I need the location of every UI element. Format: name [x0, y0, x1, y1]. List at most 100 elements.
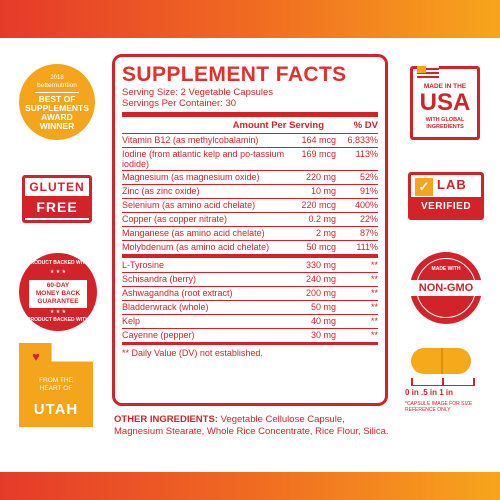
capsule-size-reference: 0 in .5 in 1 in *CAPSULE IMAGE FOR SIZE …	[405, 344, 497, 424]
usa-subtitle: WITH GLOBAL INGREDIENTS	[413, 117, 477, 131]
nutrient-dv: 111%	[356, 242, 378, 252]
ingredient-row: L-Tyrosine 330 mg **	[122, 259, 378, 273]
usa-title: USA	[419, 89, 471, 116]
ingredient-row: Kelp 40 mg **	[122, 315, 378, 329]
header-divider	[122, 133, 378, 134]
usa-line: MADE IN THE	[423, 83, 467, 90]
ingredient-name: L-Tyrosine	[122, 260, 165, 270]
ingredient-name: Ashwagandha (root extract)	[122, 288, 233, 298]
free-label: FREE	[25, 196, 89, 218]
nutrient-name: Magnesium (as magnesium oxide)	[122, 172, 260, 182]
ingredient-amount: 40 mg	[310, 316, 336, 326]
ingredient-amount: 50 mg	[310, 302, 336, 312]
nutrient-dv: 400%	[354, 200, 378, 210]
ingredient-row: Ashwagandha (root extract) 200 mg **	[122, 287, 378, 301]
ingredient-dv: **	[370, 316, 378, 326]
award-divider	[35, 92, 79, 93]
nutrient-row: Manganese (as amino acid chelate) 2 mg 8…	[122, 227, 378, 241]
nutrient-amount: 0.2 mg	[308, 214, 336, 224]
ingredient-amount: 200 mg	[305, 288, 336, 298]
award-year: 2018	[50, 75, 64, 81]
money-back-label: 60-DAY MONEY BACK GUARANTEE	[29, 280, 87, 308]
dv-footnote: ** Daily Value (DV) not established.	[122, 348, 263, 358]
utah-line: HEART OF	[39, 385, 73, 392]
ingredient-name: Cayenne (pepper)	[122, 330, 195, 340]
nutrient-name: Vitamin B12 (as methylcobalamin)	[122, 135, 259, 145]
verified-label: VERIFIED	[411, 197, 481, 217]
nutrient-row: Copper (as copper nitrate) 0.2 mg 22%	[122, 213, 378, 227]
usa-line: WITH GLOBAL	[425, 117, 465, 123]
nutrient-dv: 113%	[355, 149, 378, 159]
gluten-free-badge: GLUTEN FREE	[22, 175, 92, 223]
guarantee-line: MONEY BACK	[35, 290, 81, 297]
nutrient-name: Zinc (as zinc oxide)	[122, 186, 200, 196]
award-line: BEST OF	[38, 94, 76, 104]
flag-icon	[417, 66, 439, 78]
utah-title: UTAH	[33, 401, 79, 418]
lab-label: LAB	[437, 177, 467, 192]
nutrient-dv: 91%	[359, 186, 378, 196]
serving-size: Serving Size: 2 Vegetable Capsules	[122, 87, 274, 98]
ingredient-dv: **	[370, 274, 378, 284]
stars-icon: ★ ★ ★	[49, 269, 67, 275]
ingredient-name: Bladderwrack (whole)	[122, 302, 209, 312]
nutrient-row: Magnesium (as magnesium oxide) 220 mg 52…	[122, 171, 378, 185]
nutrient-row: Zinc (as zinc oxide) 10 mg 91%	[122, 185, 378, 199]
guarantee-line: 60-DAY	[46, 282, 70, 289]
nutrient-name: Selenium (as amino acid chelate)	[122, 200, 256, 210]
nutrient-name: Copper (as copper nitrate)	[122, 214, 228, 224]
ingredient-dv: **	[370, 302, 378, 312]
checkmark-icon: ✓	[415, 178, 433, 196]
non-gmo-badge: MADE WITH NON-GMO	[406, 252, 486, 324]
made-in-usa-badge: MADE IN THE USA WITH GLOBAL INGREDIENTS	[410, 66, 480, 140]
ruler-tick	[411, 378, 413, 386]
other-ingredients-text: Vegetable Cellulose Capsule, Magnesium S…	[114, 414, 389, 437]
ruler-scale: 0 in .5 in 1 in	[405, 388, 454, 397]
ingredient-amount: 240 mg	[305, 274, 336, 284]
size-ruler	[411, 378, 475, 386]
servings-per-container: Servings Per Container: 30	[122, 98, 237, 109]
nutrient-dv: 6,833%	[347, 135, 378, 145]
ruler-tick	[442, 378, 444, 386]
ring-text-bottom: PRODUCT BACKED WITH	[27, 317, 89, 323]
ruler-tick	[473, 378, 475, 386]
best-of-supplements-badge: 2018 betternutrition BEST OF SUPPLEMENTS…	[19, 64, 95, 140]
ingredient-dv: **	[370, 260, 378, 270]
ingredient-amount: 30 mg	[310, 330, 336, 340]
gluten-label: GLUTEN	[29, 180, 85, 194]
capsule-icon	[411, 348, 471, 374]
nutrient-dv: 52%	[359, 172, 378, 182]
nutrient-name: Manganese (as amino acid chelate)	[122, 228, 265, 238]
ring-text-top: PRODUCT BACKED WITH	[27, 260, 89, 266]
ingredient-name: Schisandra (berry)	[122, 274, 197, 284]
utah-line: FROM THE	[39, 377, 73, 384]
guarantee-line: GUARANTEE	[37, 298, 79, 305]
thick-divider	[122, 112, 378, 117]
nutrient-amount: 164 mcg	[301, 135, 336, 145]
heart-icon: ♥	[32, 349, 40, 364]
bottom-gradient-band	[0, 472, 500, 500]
ingredient-row: Schisandra (berry) 240 mg **	[122, 273, 378, 287]
non-gmo-title: NON-GMO	[406, 280, 486, 296]
nutrient-amount: 2 mg	[315, 228, 336, 238]
award-line: WINNER	[39, 121, 75, 131]
award-line: SUPPLEMENTS	[25, 103, 89, 113]
nutrient-dv: 22%	[359, 214, 378, 224]
nutrient-amount: 50 mcg	[306, 242, 336, 252]
stars-icon: ★ ★ ★	[49, 309, 67, 315]
nutrient-amount: 169 mcg	[301, 149, 336, 159]
nutrient-amount: 10 mg	[310, 186, 336, 196]
section-divider	[122, 254, 378, 258]
non-gmo-subtitle: MADE WITH	[431, 266, 461, 272]
other-ingredients-label: OTHER INGREDIENTS:	[114, 414, 218, 425]
usa-line: INGREDIENTS	[426, 124, 464, 130]
facts-title: SUPPLEMENT FACTS	[122, 63, 347, 86]
money-back-badge: PRODUCT BACKED WITH ★ ★ ★ 60-DAY MONEY B…	[19, 253, 97, 331]
award-brand: betternutrition	[37, 82, 77, 89]
lab-verified-badge: ✓ LAB VERIFIED	[408, 172, 484, 220]
nutrient-row: Iodine (from atlantic kelp and po-tassiu…	[122, 148, 378, 171]
top-gradient-band	[0, 0, 500, 38]
ingredient-name: Kelp	[122, 316, 141, 326]
nutrient-name: Molybdenum (as amino acid chelate)	[122, 242, 270, 252]
ingredient-row: Bladderwrack (whole) 50 mg **	[122, 301, 378, 315]
